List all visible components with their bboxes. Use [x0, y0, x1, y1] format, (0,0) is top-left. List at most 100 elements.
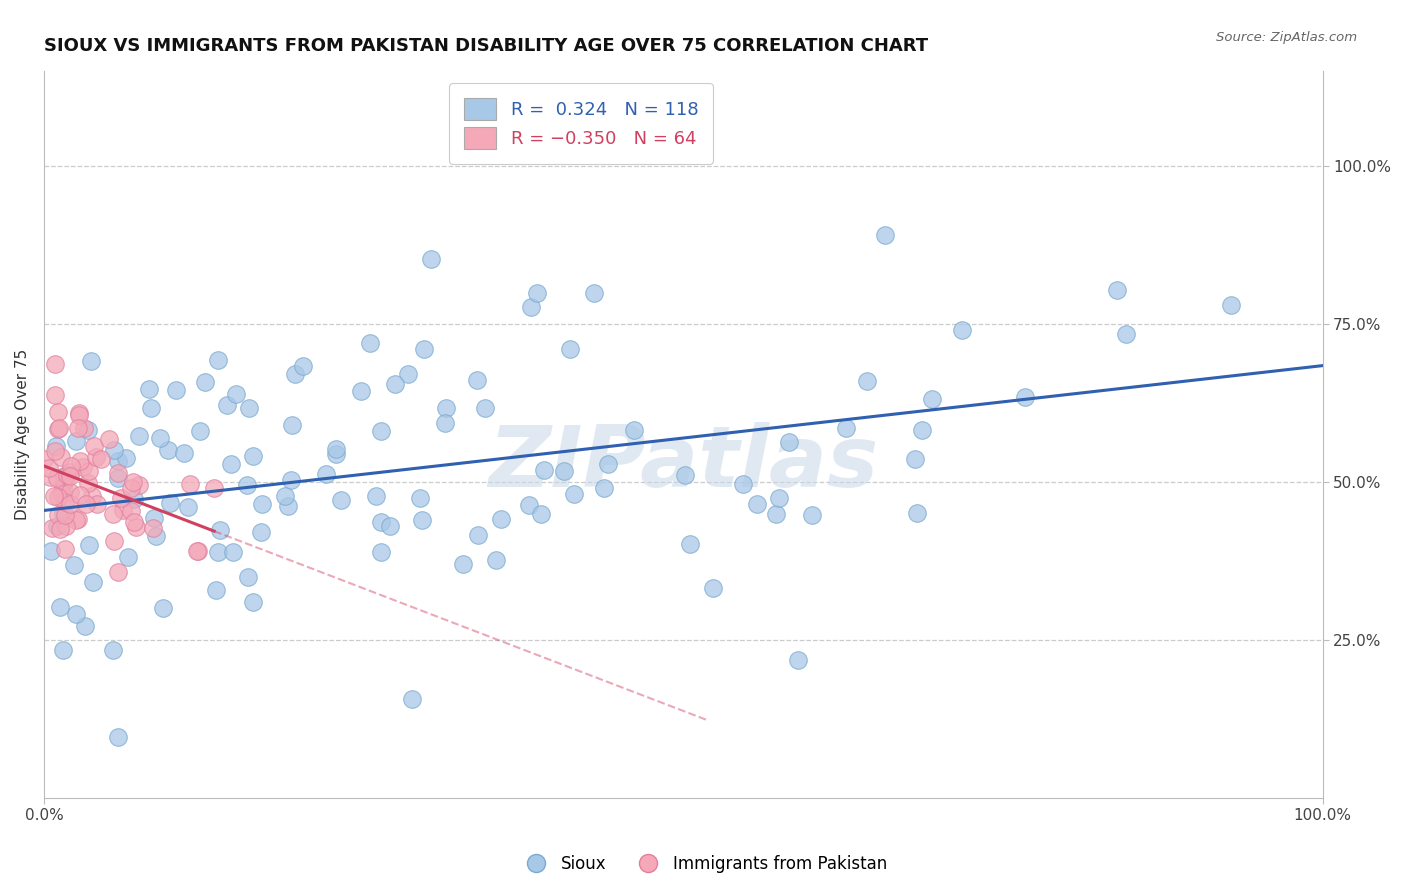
Point — [274, 489, 297, 503]
Point — [242, 450, 264, 464]
Text: SIOUX VS IMMIGRANTS FROM PAKISTAN DISABILITY AGE OVER 75 CORRELATION CHART: SIOUX VS IMMIGRANTS FROM PAKISTAN DISABI… — [44, 37, 928, 55]
Point — [159, 496, 181, 510]
Point — [90, 451, 112, 466]
Point — [75, 497, 97, 511]
Point — [84, 450, 107, 465]
Point — [517, 499, 540, 513]
Point — [921, 392, 943, 406]
Point — [83, 440, 105, 454]
Point — [59, 497, 82, 511]
Point — [202, 482, 225, 496]
Point — [128, 429, 150, 443]
Point — [65, 434, 87, 448]
Point — [98, 432, 121, 446]
Point — [145, 529, 167, 543]
Point — [111, 503, 134, 517]
Point — [103, 442, 125, 457]
Point — [59, 485, 82, 500]
Point — [219, 457, 242, 471]
Point — [835, 421, 858, 435]
Y-axis label: Disability Age Over 75: Disability Age Over 75 — [15, 349, 30, 520]
Point — [225, 386, 247, 401]
Point — [281, 417, 304, 432]
Point — [128, 478, 150, 492]
Point — [292, 359, 315, 373]
Text: Source: ZipAtlas.com: Source: ZipAtlas.com — [1216, 31, 1357, 45]
Point — [370, 424, 392, 438]
Point — [765, 507, 787, 521]
Point — [950, 323, 973, 337]
Text: ZIPatlas: ZIPatlas — [488, 422, 879, 505]
Point — [474, 401, 496, 415]
Point — [121, 475, 143, 489]
Point — [207, 544, 229, 558]
Point — [284, 367, 307, 381]
Point — [412, 342, 434, 356]
Point — [142, 520, 165, 534]
Point — [103, 534, 125, 549]
Point — [222, 545, 245, 559]
Point — [553, 464, 575, 478]
Point — [67, 421, 90, 435]
Legend: R =  0.324   N = 118, R = −0.350   N = 64: R = 0.324 N = 118, R = −0.350 N = 64 — [449, 84, 713, 163]
Point — [205, 582, 228, 597]
Point — [582, 286, 605, 301]
Point — [107, 566, 129, 580]
Point — [186, 543, 208, 558]
Point — [489, 512, 512, 526]
Point — [44, 388, 66, 402]
Point — [56, 468, 79, 483]
Point — [1105, 283, 1128, 297]
Point — [45, 470, 67, 484]
Point — [52, 506, 75, 520]
Point — [80, 354, 103, 368]
Point — [55, 519, 77, 533]
Point — [44, 489, 66, 503]
Point — [107, 453, 129, 467]
Point — [76, 423, 98, 437]
Point — [67, 406, 90, 420]
Point — [434, 401, 457, 416]
Point — [235, 478, 257, 492]
Point — [165, 383, 187, 397]
Point — [32, 452, 55, 467]
Point — [107, 730, 129, 744]
Point — [408, 491, 430, 505]
Point — [46, 490, 69, 504]
Point — [53, 495, 76, 509]
Point — [51, 486, 73, 500]
Point — [38, 461, 60, 475]
Point — [82, 574, 104, 589]
Point — [401, 692, 423, 706]
Point — [451, 557, 474, 571]
Point — [110, 491, 132, 506]
Point — [280, 473, 302, 487]
Point — [238, 570, 260, 584]
Point — [801, 508, 824, 523]
Point — [1219, 298, 1241, 312]
Point — [530, 507, 553, 521]
Point — [59, 469, 82, 483]
Point — [63, 558, 86, 572]
Point — [65, 513, 87, 527]
Point — [53, 474, 76, 488]
Point — [873, 227, 896, 242]
Point — [419, 252, 441, 267]
Point — [768, 491, 790, 505]
Point — [73, 421, 96, 435]
Point — [101, 507, 124, 521]
Point — [359, 336, 381, 351]
Point — [45, 439, 67, 453]
Point — [39, 544, 62, 558]
Point — [149, 431, 172, 445]
Point — [207, 352, 229, 367]
Point — [465, 373, 488, 387]
Point — [325, 442, 347, 457]
Point — [903, 451, 925, 466]
Point — [59, 466, 82, 480]
Point — [378, 519, 401, 533]
Point — [77, 476, 100, 491]
Point — [177, 500, 200, 514]
Point — [101, 643, 124, 657]
Point — [46, 508, 69, 522]
